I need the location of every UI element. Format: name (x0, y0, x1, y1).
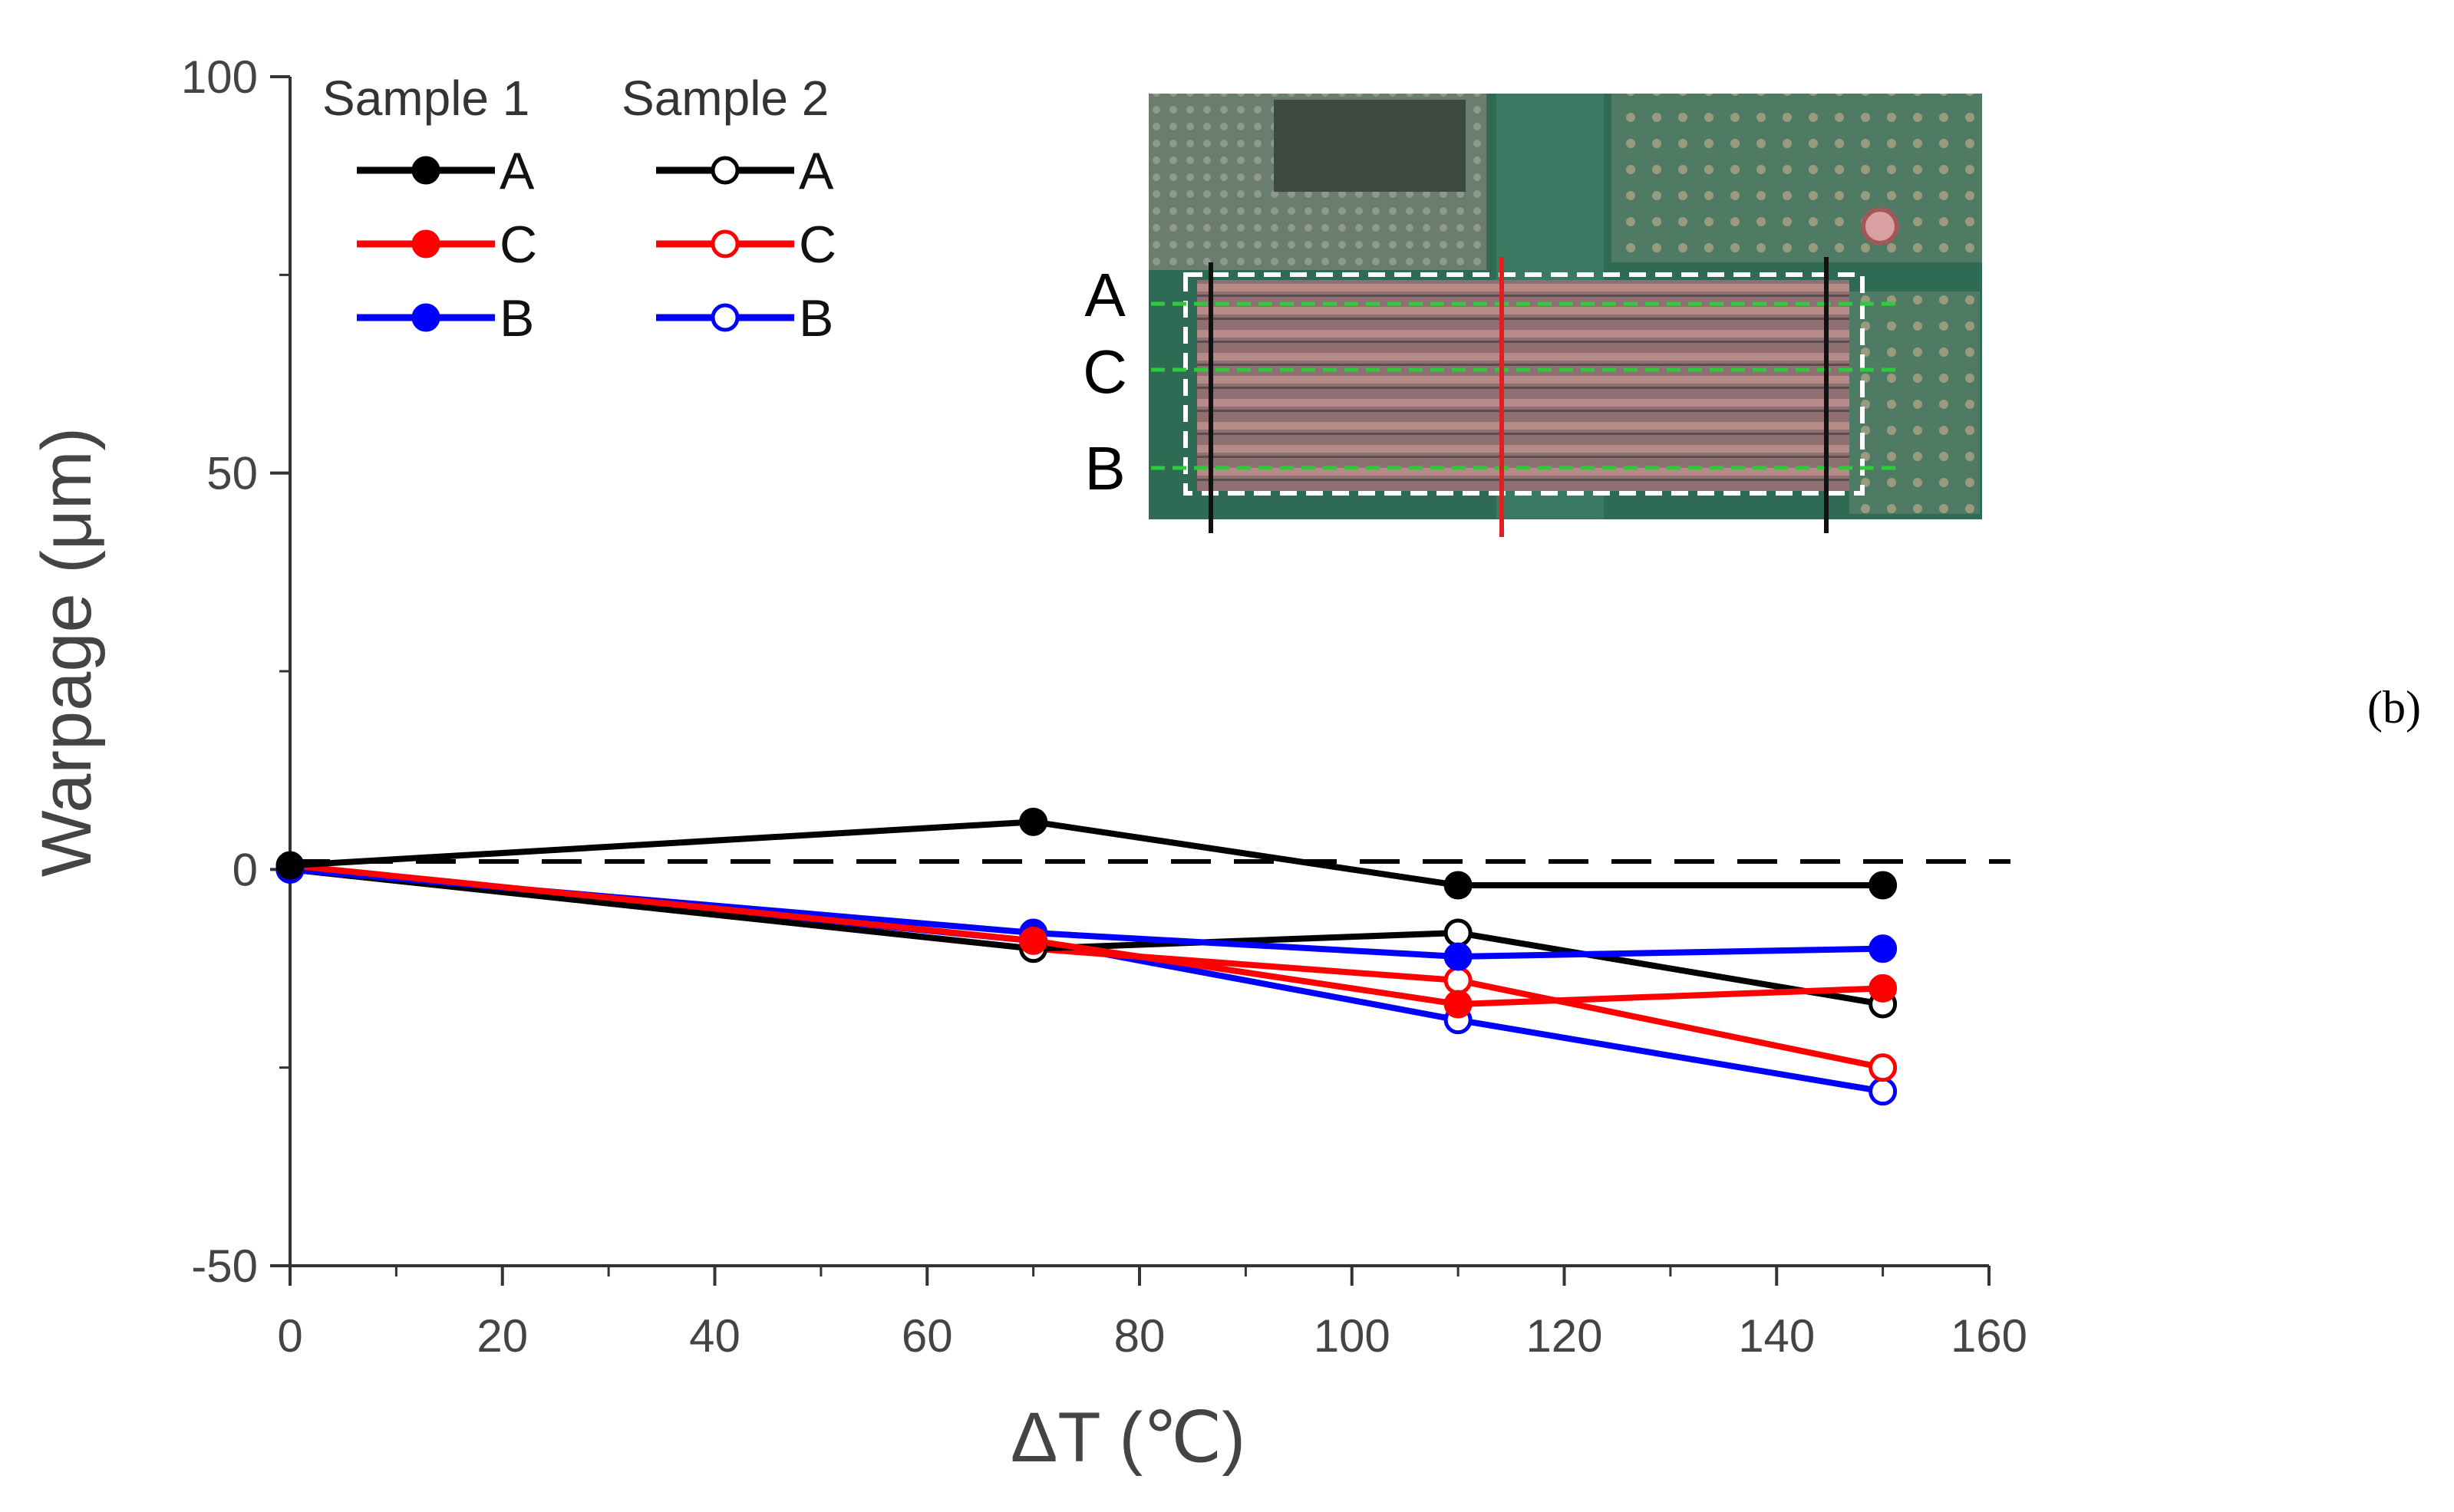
inset-label-a: A (1084, 261, 1126, 329)
data-point-sample-1-c (1869, 973, 1898, 1003)
inset-dashed-frame (1183, 272, 1865, 496)
legend-rows: A AC CB B (357, 142, 836, 348)
inset-pad-red (1861, 207, 1899, 245)
panel-label: (b) (2367, 682, 2421, 733)
legend-header-sample-1: Sample 1 (322, 71, 529, 126)
x-tick-label: 120 (1526, 1310, 1602, 1362)
legend-label-sample-1-c: C (500, 216, 537, 274)
y-tick-label: 50 (206, 448, 258, 499)
series-line-sample-2-c (289, 866, 1884, 1071)
legend-marker-sample-2-c (711, 229, 740, 259)
series-line-sample-1-c (289, 862, 1883, 1007)
series-line-sample-1-a (289, 819, 1883, 888)
data-point-sample-2-c (1869, 1053, 1898, 1082)
x-tick-label: 40 (689, 1310, 740, 1362)
y-axis-title: Warpage (μm) (28, 427, 106, 877)
x-tick-label: 0 (277, 1310, 302, 1362)
inset-solder-stripes (1197, 280, 1849, 491)
x-tick-label: 60 (902, 1310, 953, 1362)
x-tick-label: 140 (1738, 1310, 1815, 1362)
data-point-sample-1-a (1443, 871, 1473, 900)
y-ticks: -50 0 50 100 (181, 51, 290, 1292)
data-point-sample-1-b (1443, 942, 1473, 971)
data-point-sample-1-a (1019, 807, 1048, 836)
inset-label-c: C (1083, 338, 1127, 406)
legend-header-sample-2: Sample 2 (622, 71, 829, 126)
legend-label-sample-2-c: C (799, 216, 836, 274)
x-axis-title: ΔT (℃) (1011, 1398, 1245, 1477)
x-ticks: 0 20 40 60 80 100 120 140 160 (277, 1266, 2027, 1362)
legend-label-sample-2-b: B (799, 289, 833, 348)
data-point-sample-1-b (1869, 934, 1898, 964)
inset-right-components (1849, 292, 1980, 514)
legend-marker-sample-2-b (711, 303, 740, 332)
data-point-sample-1-a (1869, 871, 1898, 900)
inset-board-photo: A C B (1070, 94, 1982, 537)
x-tick-label: 100 (1314, 1310, 1390, 1362)
y-tick-label: 100 (181, 51, 258, 103)
data-point-sample-2-c (1443, 966, 1473, 995)
legend-marker-sample-2-a (711, 156, 740, 185)
legend: Sample 1 Sample 2 A AC CB B (322, 71, 836, 348)
series-line-sample-2-a (289, 866, 1884, 1007)
x-tick-label: 160 (1951, 1310, 2027, 1362)
legend-label-sample-2-a: A (799, 142, 834, 200)
inset-chip-body (1274, 100, 1466, 192)
y-tick-label: 0 (233, 844, 258, 895)
x-tick-label: 20 (477, 1310, 528, 1362)
legend-marker-sample-1-b (411, 303, 440, 332)
series-line-sample-2-b (289, 866, 1884, 1095)
y-tick-label: -50 (191, 1240, 258, 1292)
legend-label-sample-1-b: B (500, 289, 534, 348)
legend-marker-sample-1-c (411, 229, 440, 259)
data-point-sample-1-c (1019, 926, 1048, 955)
legend-label-sample-1-a: A (500, 142, 535, 200)
legend-marker-sample-1-a (411, 156, 440, 185)
inset-via-area (1611, 94, 1982, 262)
data-point-sample-2-b (1869, 1077, 1898, 1106)
x-tick-label: 80 (1114, 1310, 1166, 1362)
data-point-sample-1-c (1443, 990, 1473, 1019)
data-point-sample-2-a (1443, 918, 1473, 947)
series-layer (275, 807, 1898, 1106)
inset-label-b: B (1084, 434, 1125, 502)
inset-label-backdrop (1070, 253, 1149, 506)
data-point-sample-1-a (275, 851, 305, 880)
